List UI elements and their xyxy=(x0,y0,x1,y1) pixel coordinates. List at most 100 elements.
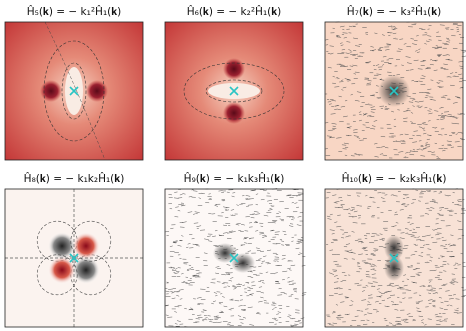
contour-dash xyxy=(354,153,357,155)
contour-dash xyxy=(370,235,375,237)
contour-dash xyxy=(426,289,432,291)
contour-dash xyxy=(367,282,373,284)
contour-dash xyxy=(379,78,383,80)
contour-dash xyxy=(348,212,351,215)
contour-dash xyxy=(351,231,355,233)
contour-dash xyxy=(173,197,179,199)
contour-dash xyxy=(406,110,411,112)
contour-dash xyxy=(165,287,168,289)
contour-dash xyxy=(224,208,227,210)
contour-dash xyxy=(420,155,426,157)
contour-dash xyxy=(452,102,458,104)
contour-dash xyxy=(336,316,340,318)
contour-dash xyxy=(438,192,443,194)
contour-dash xyxy=(450,280,455,282)
contour-dash xyxy=(341,89,344,91)
contour-dash xyxy=(187,211,193,213)
contour-dash xyxy=(456,97,461,99)
origin-marker xyxy=(229,86,239,96)
contour-dash xyxy=(272,303,277,305)
contour-dash xyxy=(393,225,397,227)
contour-dash xyxy=(398,151,404,153)
contour-dash xyxy=(334,275,338,277)
contour-dash xyxy=(296,195,301,197)
contour-dash xyxy=(424,213,430,215)
contour-dash xyxy=(174,191,178,193)
contour-dash xyxy=(355,45,361,47)
contour-dash xyxy=(356,137,361,139)
contour-dash xyxy=(399,209,404,211)
contour-dash xyxy=(263,189,267,192)
contour-dash xyxy=(410,38,414,40)
contour-dash xyxy=(346,251,350,253)
contour-dash xyxy=(417,274,421,277)
contour-dash xyxy=(289,280,294,282)
contour-dash xyxy=(456,27,459,29)
contour-dash xyxy=(206,286,210,289)
contour-dash xyxy=(452,24,458,26)
contour-dash xyxy=(429,256,433,258)
contour-dash xyxy=(427,190,431,192)
contour-dash xyxy=(262,282,265,284)
contour-dash xyxy=(441,114,446,117)
contour-dash xyxy=(342,28,345,31)
contour-dash xyxy=(430,207,435,209)
contour-dash xyxy=(282,230,287,233)
contour-dash xyxy=(371,125,376,127)
contour-dash xyxy=(380,211,384,213)
contour-dash xyxy=(366,319,370,321)
contour-dash xyxy=(382,56,387,58)
contour-dash xyxy=(353,37,359,40)
contour-dash xyxy=(358,241,363,243)
contour-dash xyxy=(327,218,332,220)
panel: Ĥ₈(𝐤) = − k₁k₂Ĥ₁(𝐤) xyxy=(4,172,144,328)
contour-dash xyxy=(230,214,233,216)
contour-dash xyxy=(403,156,406,159)
contour-dash xyxy=(272,222,276,224)
contour-dash xyxy=(238,283,243,286)
contour-dash xyxy=(407,233,412,235)
contour-dash xyxy=(217,321,222,324)
contour-dash xyxy=(378,246,384,248)
contour-dash xyxy=(357,262,360,264)
contour-dash xyxy=(404,133,409,135)
contour-dash xyxy=(434,127,438,129)
contour-dash xyxy=(340,205,344,207)
origin-marker xyxy=(389,86,399,96)
contour-dash xyxy=(370,268,375,270)
panel-frame xyxy=(4,188,144,328)
contour-dash xyxy=(249,293,254,295)
contour-dash xyxy=(412,319,417,321)
contour-dash xyxy=(342,115,348,118)
contour-dash xyxy=(434,313,438,316)
contour-dash xyxy=(422,148,426,150)
contour-dash xyxy=(395,222,399,224)
contour-dash xyxy=(416,310,421,312)
contour-dash xyxy=(456,30,460,33)
contour-dash xyxy=(409,69,414,71)
contour-dash xyxy=(340,106,346,108)
contour-dash xyxy=(358,253,363,255)
contour-dash xyxy=(448,298,454,300)
panel-frame xyxy=(164,21,304,161)
contour-dash xyxy=(370,46,374,48)
contour-dash xyxy=(449,245,452,247)
contour-dash xyxy=(424,32,428,34)
contour-dash xyxy=(397,296,400,298)
contour-dash xyxy=(438,297,442,299)
contour-dash xyxy=(375,85,379,87)
contour-dash xyxy=(372,254,376,256)
contour-dash xyxy=(439,320,444,322)
contour-dash xyxy=(297,238,303,241)
contour-dash xyxy=(335,201,340,203)
contour-dash xyxy=(352,64,358,67)
contour-dash xyxy=(450,283,455,285)
contour-dash xyxy=(282,270,288,273)
contour-dash xyxy=(371,273,376,275)
contour-dash xyxy=(358,55,363,57)
contour-dash xyxy=(344,78,349,80)
contour-dash xyxy=(340,79,344,81)
contour-dash xyxy=(243,309,247,311)
contour-dash xyxy=(330,113,336,115)
contour-dash xyxy=(255,221,259,224)
